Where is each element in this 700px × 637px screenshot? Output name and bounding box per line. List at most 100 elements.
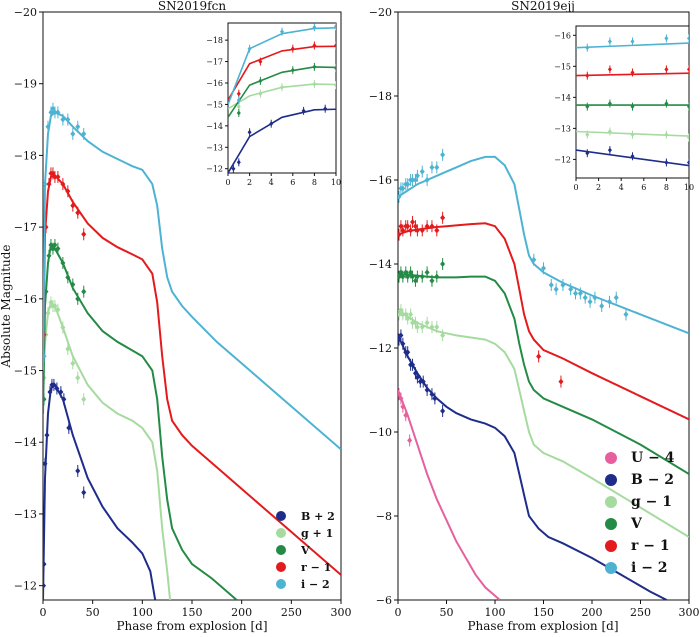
data-point bbox=[407, 437, 413, 444]
data-point bbox=[75, 295, 81, 302]
inset-data-point bbox=[630, 70, 635, 76]
data-point bbox=[400, 273, 406, 280]
y-tick-label: −19 bbox=[14, 78, 37, 91]
inset-x-tick-label: 4 bbox=[269, 178, 274, 187]
data-point bbox=[398, 269, 404, 276]
inset-series-line bbox=[228, 108, 336, 173]
data-point bbox=[420, 378, 426, 385]
inset-data-point bbox=[280, 29, 284, 35]
inset-data-point bbox=[247, 46, 252, 52]
inset-series-line bbox=[228, 45, 336, 101]
data-point bbox=[398, 336, 402, 343]
y-tick-label: −8 bbox=[376, 510, 392, 523]
data-point bbox=[440, 332, 446, 339]
data-point bbox=[424, 269, 430, 276]
inset-frame bbox=[227, 22, 337, 174]
data-point bbox=[577, 290, 583, 297]
legend-marker bbox=[605, 540, 617, 552]
data-point bbox=[398, 332, 404, 339]
data-point bbox=[81, 489, 87, 496]
inset-data-point bbox=[687, 66, 689, 72]
series-line bbox=[43, 243, 238, 600]
legend-label: V bbox=[630, 516, 643, 532]
data-point bbox=[70, 281, 76, 288]
x-tick-label: 0 bbox=[40, 606, 47, 619]
x-tick-label: 200 bbox=[582, 606, 603, 619]
inset-plot: −12 −13 −14 −15 −16 −17 −18 0 2 4 6 8 10 bbox=[206, 22, 341, 187]
inset-y-tick-label: −14 bbox=[554, 93, 571, 102]
inset-data-point bbox=[630, 39, 635, 45]
data-point bbox=[403, 311, 409, 318]
data-point bbox=[52, 109, 58, 116]
x-tick-label: 300 bbox=[331, 606, 352, 619]
inset-data-point bbox=[290, 46, 295, 52]
x-tick-label: 200 bbox=[231, 606, 252, 619]
data-point bbox=[412, 177, 418, 183]
data-point bbox=[81, 396, 87, 403]
data-point bbox=[65, 188, 71, 195]
inset-data-point bbox=[687, 104, 689, 110]
data-point bbox=[623, 311, 629, 318]
inset-data-point bbox=[231, 166, 236, 172]
inset-y-tick-label: −15 bbox=[206, 100, 223, 109]
data-point bbox=[55, 306, 61, 313]
data-point bbox=[75, 374, 81, 381]
data-point bbox=[66, 424, 72, 431]
data-point bbox=[52, 242, 58, 249]
inset-y-tick-label: −15 bbox=[554, 62, 571, 71]
inset-y-tick-label: −12 bbox=[554, 155, 571, 164]
data-point bbox=[410, 177, 416, 183]
data-point bbox=[43, 181, 48, 188]
data-point bbox=[408, 311, 414, 318]
data-point bbox=[403, 412, 409, 419]
data-point bbox=[398, 193, 402, 200]
inset-data-point bbox=[687, 159, 689, 165]
series-line bbox=[398, 222, 689, 421]
chart-title-right: SN2019ejj bbox=[511, 0, 575, 13]
series-line bbox=[43, 174, 341, 576]
legend-label: B − 2 bbox=[631, 472, 674, 488]
data-point bbox=[405, 349, 411, 356]
data-point bbox=[47, 389, 53, 396]
inset-x-tick-label: 6 bbox=[290, 178, 295, 187]
data-point bbox=[43, 582, 46, 589]
data-point bbox=[398, 311, 402, 318]
inset-data-point bbox=[312, 64, 317, 70]
data-point bbox=[75, 209, 81, 216]
inset-data-point bbox=[258, 91, 263, 97]
legend-marker bbox=[605, 452, 617, 464]
legend-marker bbox=[605, 562, 617, 574]
inset-data-point bbox=[258, 59, 263, 65]
inset-x-tick-label: 8 bbox=[664, 183, 669, 192]
data-point bbox=[45, 310, 51, 317]
inset-data-point bbox=[323, 106, 328, 112]
inset-x-tick-label: 2 bbox=[596, 183, 601, 192]
legend-marker bbox=[276, 545, 286, 555]
data-point bbox=[434, 227, 440, 234]
data-point bbox=[61, 396, 67, 403]
data-point bbox=[45, 123, 51, 130]
inset-data-point bbox=[585, 150, 590, 156]
y-tick-label: −17 bbox=[14, 221, 37, 234]
data-point bbox=[400, 227, 406, 234]
inset-data-point bbox=[290, 67, 295, 73]
series-line bbox=[43, 383, 157, 600]
legend-marker bbox=[276, 562, 286, 572]
data-point bbox=[400, 403, 406, 410]
inset-data-point bbox=[585, 45, 590, 51]
inset-data-point bbox=[607, 147, 612, 153]
data-point bbox=[429, 164, 435, 171]
y-tick-label: −13 bbox=[14, 508, 37, 521]
data-point bbox=[43, 353, 47, 360]
y-tick-label: −12 bbox=[14, 580, 37, 593]
x-tick-label: 100 bbox=[132, 606, 153, 619]
data-point bbox=[424, 177, 430, 183]
data-point bbox=[424, 223, 430, 230]
series-line bbox=[398, 389, 501, 600]
y-tick-label: −15 bbox=[14, 365, 37, 378]
inset-x-tick-label: 8 bbox=[312, 178, 317, 187]
data-point bbox=[65, 116, 71, 123]
data-point bbox=[440, 151, 446, 158]
data-point bbox=[434, 164, 440, 171]
data-point bbox=[558, 378, 564, 385]
